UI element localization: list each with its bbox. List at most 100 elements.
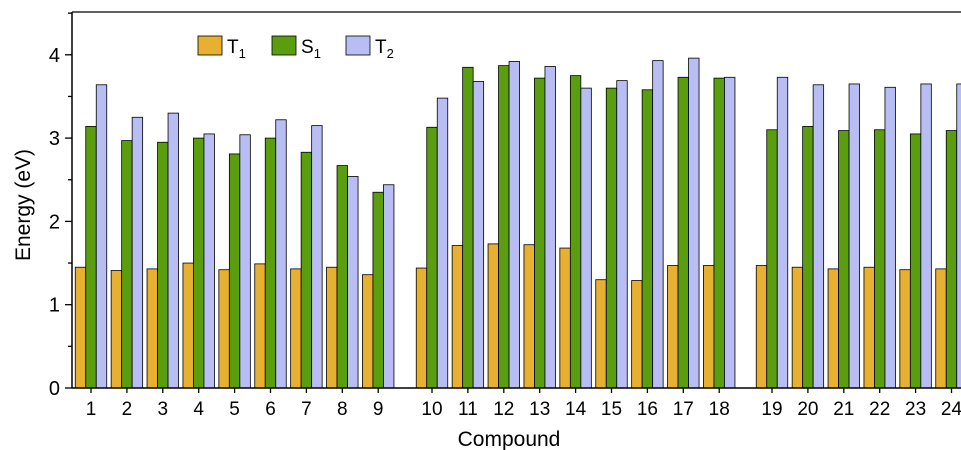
- y-axis-label: Energy (eV): [12, 149, 35, 261]
- x-tick-label: 8: [337, 399, 348, 420]
- bar-t2-1: [95, 84, 108, 389]
- bar-t1-1: [74, 266, 87, 389]
- y-tick-label: 2: [49, 211, 60, 233]
- x-tick-label: 23: [905, 399, 926, 420]
- legend: T1 S1 T2: [197, 35, 394, 61]
- bar-s1-22: [874, 129, 886, 389]
- bar-t2-6: [275, 119, 287, 389]
- x-tick-label: 14: [565, 399, 587, 420]
- x-tick-label: 21: [833, 399, 854, 420]
- bar-t2-5: [239, 134, 251, 389]
- bar-t2-22: [884, 86, 896, 389]
- bar-s1-1: [85, 126, 97, 389]
- bar-s1-14: [569, 75, 582, 389]
- bar-t1-11: [451, 245, 464, 389]
- bar-t1-20: [791, 266, 804, 389]
- legend-label: S1: [301, 37, 321, 61]
- bar-s1-23: [909, 133, 922, 389]
- bar-s1-11: [462, 66, 474, 389]
- bar-s1-17: [677, 76, 689, 389]
- bar-s1-21: [838, 130, 850, 389]
- x-tick-label: 17: [673, 399, 694, 420]
- bar-t1-16: [631, 280, 643, 389]
- bar-t2-18: [724, 76, 736, 389]
- bar-s1-7: [300, 151, 313, 389]
- bar-t2-3: [167, 112, 179, 389]
- bar-t2-10: [436, 97, 449, 389]
- bar-t1-24: [935, 268, 947, 389]
- bar-t2-12: [508, 61, 520, 389]
- bar-t2-4: [203, 133, 215, 389]
- x-axis-label: Compound: [458, 428, 561, 450]
- x-tick-label: 7: [301, 399, 312, 420]
- y-tick-label: 1: [49, 295, 60, 317]
- bar-t1-18: [703, 265, 715, 389]
- bar-s1-20: [802, 126, 814, 389]
- bar-t1-7: [290, 268, 302, 389]
- bar-t1-23: [899, 269, 911, 389]
- bar-t2-9: [383, 184, 395, 389]
- x-tick-label: 24: [941, 399, 961, 420]
- bar-t2-24: [956, 83, 961, 389]
- x-tick-label: 20: [797, 399, 818, 420]
- bar-t1-22: [863, 266, 875, 389]
- x-tick-label: 22: [869, 399, 890, 420]
- bar-t1-21: [827, 268, 839, 389]
- bar-s1-6: [264, 137, 277, 389]
- bar-t2-15: [616, 80, 628, 389]
- legend-label: T1: [227, 37, 246, 61]
- bar-t1-8: [326, 266, 338, 389]
- bar-t2-14: [580, 87, 592, 389]
- x-tick-label: 15: [601, 399, 622, 420]
- y-tick-label: 4: [49, 45, 60, 67]
- bar-t1-3: [146, 268, 158, 389]
- bar-t2-19: [776, 76, 789, 389]
- x-tick-label: 4: [193, 399, 204, 420]
- x-tick-label: 11: [458, 399, 478, 420]
- bar-t1-5: [218, 269, 230, 389]
- x-tick-label: 18: [709, 399, 730, 420]
- bar-s1-18: [713, 77, 725, 389]
- bar-s1-16: [641, 89, 654, 389]
- legend-swatch: [271, 35, 297, 56]
- bar-t2-20: [812, 84, 825, 389]
- bar-s1-2: [121, 140, 133, 389]
- x-tick-label: 19: [761, 399, 782, 420]
- bar-t1-13: [523, 244, 535, 389]
- bar-s1-10: [426, 126, 438, 389]
- bar-t2-23: [920, 83, 932, 389]
- bar-s1-15: [605, 87, 618, 389]
- x-tick-label: 1: [86, 399, 97, 420]
- x-tick-label: 3: [158, 399, 169, 420]
- y-tick-label: 3: [49, 128, 60, 150]
- bar-t1-17: [667, 265, 679, 389]
- bar-t2-11: [472, 81, 485, 389]
- bar-s1-13: [534, 77, 546, 389]
- bar-t1-10: [415, 267, 428, 389]
- bar-t1-4: [182, 262, 194, 389]
- bar-t1-12: [487, 243, 499, 389]
- y-tick-label: 0: [49, 378, 60, 400]
- bar-s1-8: [336, 165, 348, 389]
- bar-t2-2: [131, 116, 144, 389]
- bar-s1-3: [157, 141, 169, 389]
- bar-t1-2: [110, 270, 123, 389]
- bar-s1-24: [945, 130, 958, 389]
- x-tick-label: 13: [529, 399, 550, 420]
- bar-t2-21: [848, 83, 860, 389]
- bar-t2-7: [311, 125, 323, 389]
- bar-t2-8: [347, 176, 359, 389]
- bar-t2-13: [544, 66, 556, 389]
- bars: [74, 57, 961, 389]
- bar-s1-9: [372, 191, 384, 389]
- bar-s1-5: [228, 153, 241, 389]
- legend-swatch: [345, 35, 371, 56]
- x-tick-label: 10: [421, 399, 442, 420]
- bar-t2-17: [688, 57, 700, 389]
- x-tick-label: 6: [265, 399, 276, 420]
- x-tick-label: 12: [493, 399, 514, 420]
- bar-t1-19: [755, 265, 768, 389]
- bar-t2-16: [652, 60, 664, 389]
